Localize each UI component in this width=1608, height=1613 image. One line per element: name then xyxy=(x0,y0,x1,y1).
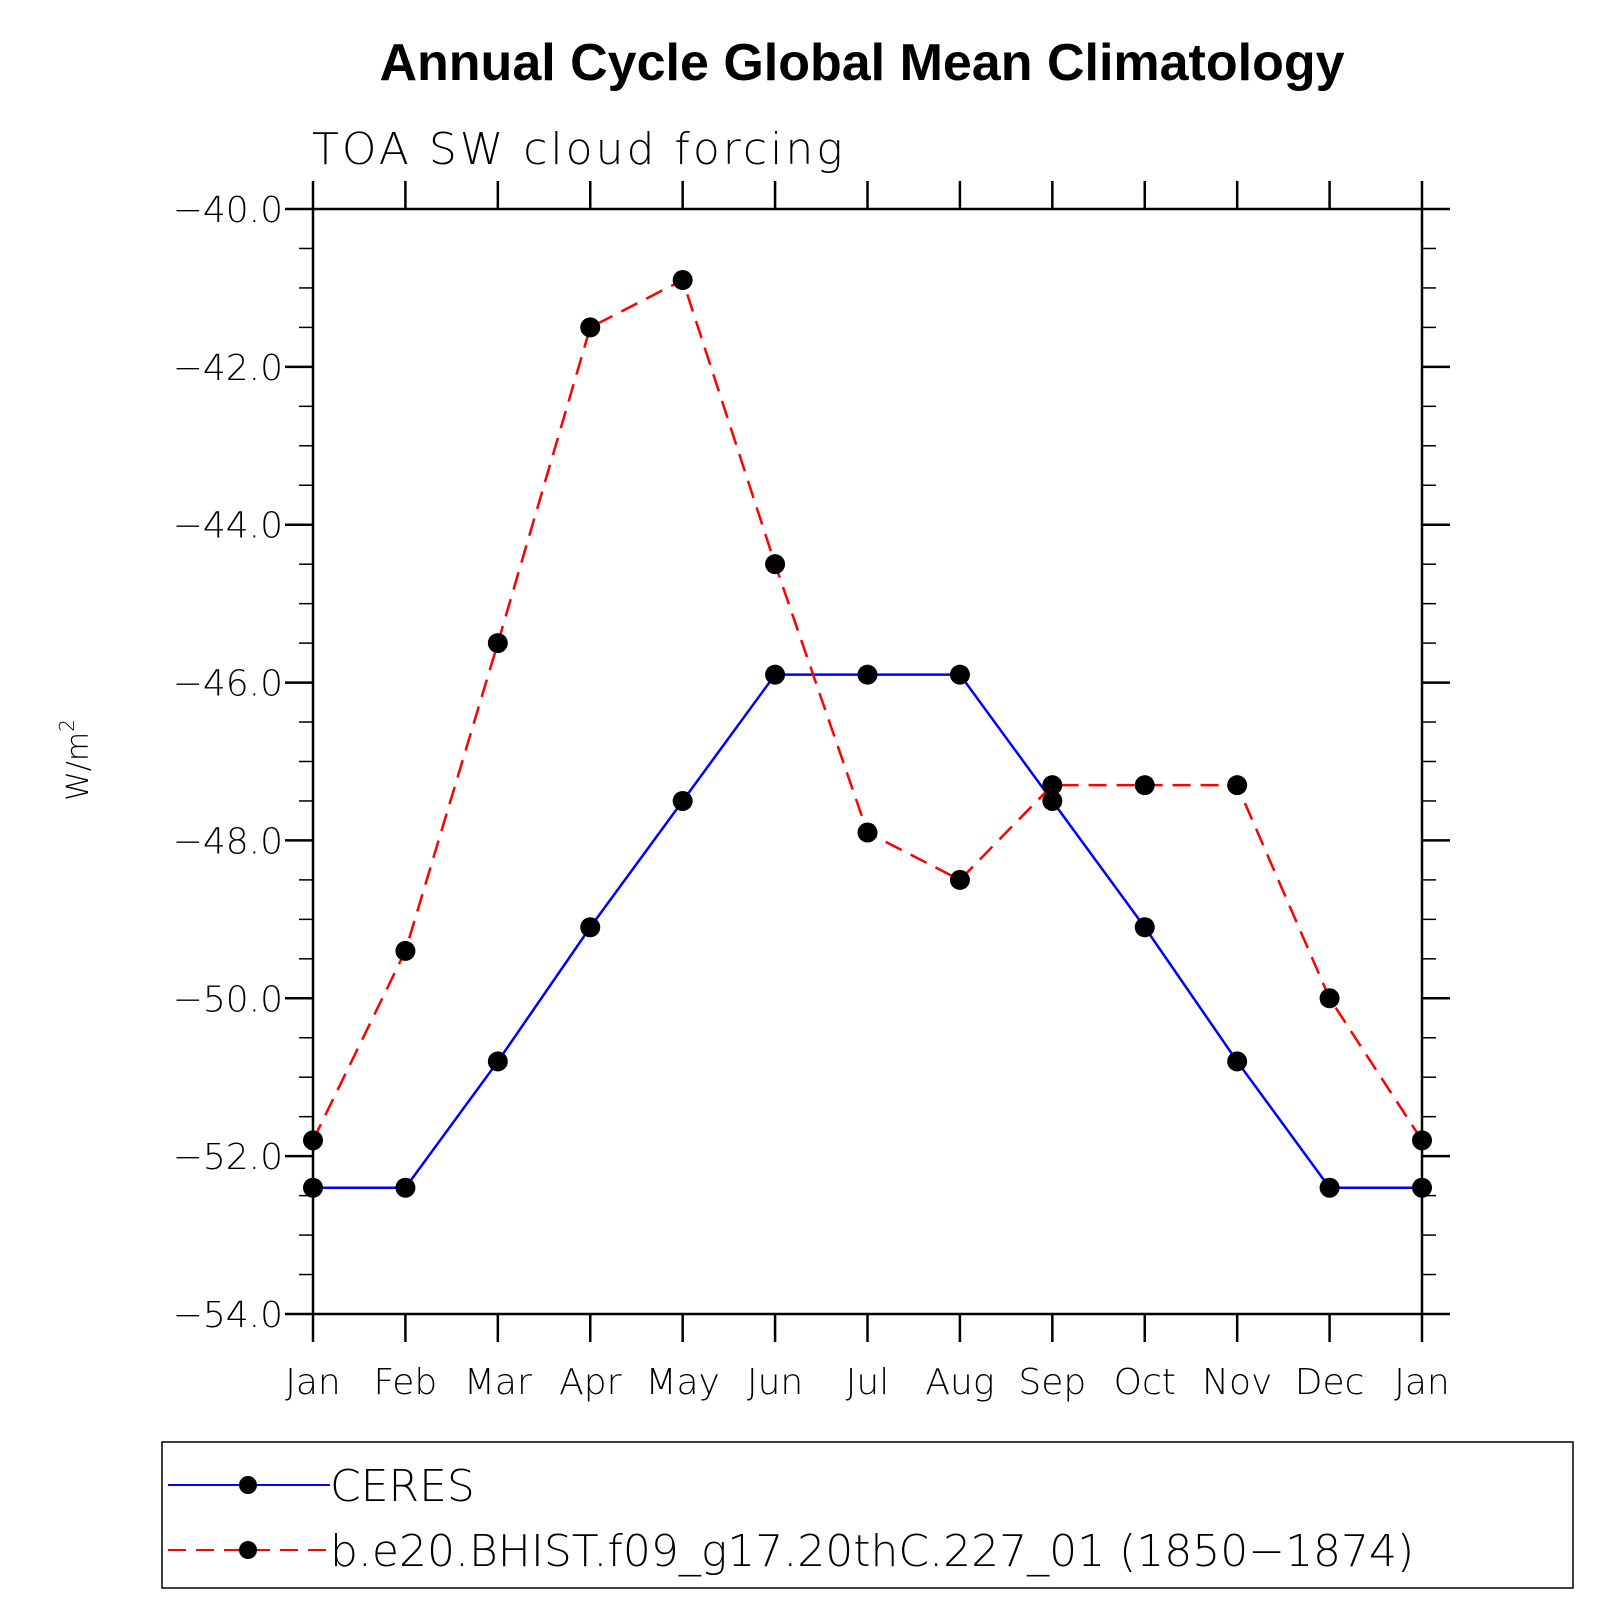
y-tick-label: −48.0 xyxy=(173,821,283,862)
y-tick-label: −54.0 xyxy=(173,1295,283,1336)
data-point-s0-3 xyxy=(580,917,601,938)
y-tick-label: −42.0 xyxy=(173,348,283,389)
data-point-s1-10 xyxy=(1227,775,1248,796)
x-tick-labels: Jan Feb Mar Apr May Jun Jul Aug Sep Oct Nov Dec Jan xyxy=(285,1362,1450,1403)
x-tick-label: Aug xyxy=(925,1362,994,1403)
data-point-s0-1 xyxy=(395,1177,416,1198)
legend-model-marker xyxy=(239,1541,257,1559)
y-axis-label-superscript: 2 xyxy=(55,719,79,732)
data-point-s1-1 xyxy=(395,940,416,961)
series-line-0 xyxy=(313,673,1422,1189)
data-point-s0-0 xyxy=(303,1177,323,1198)
data-point-s1-4 xyxy=(672,270,693,291)
legend-ceres-label: CERES xyxy=(330,1461,475,1512)
series-points xyxy=(303,270,1432,1198)
x-tick-label: Feb xyxy=(374,1362,438,1403)
legend-item-model: b.e20.BHIST.f09_g17.20thC.227_01 (1850−1… xyxy=(168,1526,1414,1577)
legend-ceres-marker xyxy=(239,1476,257,1494)
x-tick-label: Sep xyxy=(1018,1362,1086,1403)
y-axis-label-text: W/m xyxy=(61,732,96,801)
data-point-s0-4 xyxy=(672,790,693,811)
data-point-s1-2 xyxy=(487,633,508,654)
data-point-s1-12 xyxy=(1412,1130,1432,1151)
y-tick-labels: −40.0 −42.0 −44.0 −46.0 −48.0 −50.0 −52.0 −54.0 xyxy=(173,190,283,1336)
data-point-s1-6 xyxy=(857,822,878,843)
data-point-s1-11 xyxy=(1319,988,1340,1009)
axis-ticks xyxy=(285,181,1450,1342)
series-line-1 xyxy=(311,278,1424,1142)
svg-text:W/m2: W/m2 xyxy=(55,719,96,801)
data-point-s0-5 xyxy=(765,664,786,685)
data-point-s1-3 xyxy=(580,317,601,338)
data-point-s0-6 xyxy=(857,664,878,685)
x-tick-label: Nov xyxy=(1202,1362,1272,1403)
chart-subtitle: TOA SW cloud forcing xyxy=(312,124,846,175)
data-point-s0-7 xyxy=(949,664,970,685)
data-point-s1-9 xyxy=(1134,775,1155,796)
x-tick-label: Jan xyxy=(285,1362,341,1403)
x-tick-label: Dec xyxy=(1295,1362,1365,1403)
x-tick-label: Jun xyxy=(747,1362,803,1403)
data-point-s0-11 xyxy=(1319,1177,1340,1198)
legend-box xyxy=(161,1441,1574,1589)
plot-frame xyxy=(311,207,1424,1316)
data-point-s1-7 xyxy=(949,869,970,890)
y-tick-label: −46.0 xyxy=(173,664,283,705)
x-tick-label: Apr xyxy=(559,1362,621,1403)
x-tick-label: Jan xyxy=(1394,1362,1450,1403)
x-tick-label: Mar xyxy=(464,1362,532,1403)
legend: CERES b.e20.BHIST.f09_g17.20thC.227_01 (… xyxy=(161,1441,1574,1589)
y-tick-label: −50.0 xyxy=(173,979,283,1020)
data-point-s0-9 xyxy=(1134,917,1155,938)
data-point-s1-0 xyxy=(303,1130,323,1151)
y-tick-label: −52.0 xyxy=(173,1137,283,1178)
data-point-s0-2 xyxy=(487,1051,508,1072)
y-tick-label: −44.0 xyxy=(173,506,283,547)
data-point-s0-8 xyxy=(1042,790,1063,811)
data-point-s1-8 xyxy=(1042,775,1063,796)
y-tick-label: −40.0 xyxy=(173,190,283,231)
y-axis-label: W/m2 xyxy=(55,719,96,801)
data-point-s0-10 xyxy=(1227,1051,1248,1072)
x-tick-label: Oct xyxy=(1114,1362,1176,1403)
data-point-s1-5 xyxy=(765,554,786,575)
legend-item-ceres: CERES xyxy=(168,1461,475,1512)
x-tick-label: May xyxy=(645,1362,719,1403)
data-point-s0-12 xyxy=(1412,1177,1432,1198)
x-tick-label: Jul xyxy=(846,1362,889,1403)
series-lines xyxy=(311,278,1424,1189)
legend-model-label: b.e20.BHIST.f09_g17.20thC.227_01 (1850−1… xyxy=(330,1526,1414,1577)
chart-title: Annual Cycle Global Mean Climatology xyxy=(379,34,1344,92)
